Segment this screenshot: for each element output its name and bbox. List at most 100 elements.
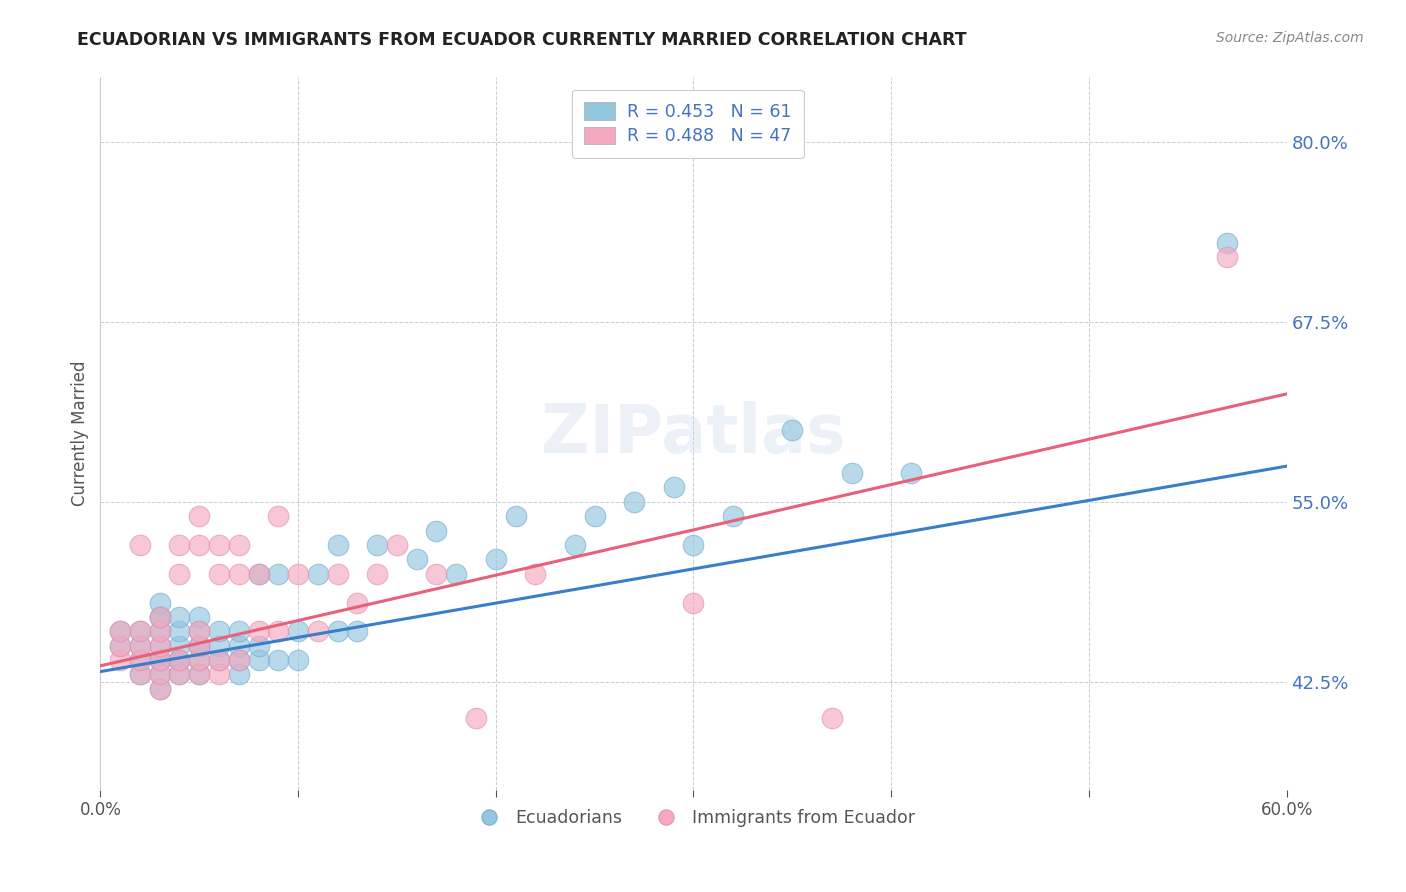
Point — [128, 653, 150, 667]
Point — [169, 667, 191, 681]
Point — [228, 667, 250, 681]
Point — [149, 653, 172, 667]
Point — [247, 639, 270, 653]
Point — [128, 538, 150, 552]
Point — [662, 480, 685, 494]
Point — [564, 538, 586, 552]
Point — [169, 566, 191, 581]
Point — [228, 566, 250, 581]
Point — [307, 566, 329, 581]
Point — [108, 639, 131, 653]
Point — [149, 653, 172, 667]
Point — [188, 509, 211, 524]
Y-axis label: Currently Married: Currently Married — [72, 360, 89, 507]
Point — [444, 566, 467, 581]
Point — [208, 667, 231, 681]
Point — [128, 639, 150, 653]
Point — [405, 552, 427, 566]
Point — [465, 711, 488, 725]
Point — [583, 509, 606, 524]
Point — [188, 653, 211, 667]
Point — [128, 667, 150, 681]
Point — [821, 711, 844, 725]
Point — [149, 681, 172, 696]
Point — [188, 653, 211, 667]
Point — [425, 524, 447, 538]
Point — [524, 566, 547, 581]
Point — [505, 509, 527, 524]
Point — [1216, 250, 1239, 264]
Point — [247, 653, 270, 667]
Point — [188, 639, 211, 653]
Point — [346, 624, 368, 639]
Point — [149, 667, 172, 681]
Point — [247, 566, 270, 581]
Point — [169, 653, 191, 667]
Point — [169, 667, 191, 681]
Point — [149, 681, 172, 696]
Point — [287, 653, 309, 667]
Point — [169, 653, 191, 667]
Point — [682, 538, 704, 552]
Point — [228, 653, 250, 667]
Point — [208, 566, 231, 581]
Point — [188, 624, 211, 639]
Point — [108, 624, 131, 639]
Point — [149, 639, 172, 653]
Point — [149, 667, 172, 681]
Point — [366, 566, 388, 581]
Point — [169, 639, 191, 653]
Point — [128, 653, 150, 667]
Point — [149, 610, 172, 624]
Point — [188, 667, 211, 681]
Point — [149, 624, 172, 639]
Point — [149, 653, 172, 667]
Point — [326, 538, 349, 552]
Point — [208, 538, 231, 552]
Point — [267, 566, 290, 581]
Point — [900, 466, 922, 480]
Point — [326, 624, 349, 639]
Point — [228, 624, 250, 639]
Text: Source: ZipAtlas.com: Source: ZipAtlas.com — [1216, 31, 1364, 45]
Point — [1216, 235, 1239, 250]
Point — [108, 624, 131, 639]
Text: ECUADORIAN VS IMMIGRANTS FROM ECUADOR CURRENTLY MARRIED CORRELATION CHART: ECUADORIAN VS IMMIGRANTS FROM ECUADOR CU… — [77, 31, 967, 49]
Point — [721, 509, 744, 524]
Point — [841, 466, 863, 480]
Point — [267, 509, 290, 524]
Point — [188, 624, 211, 639]
Point — [228, 639, 250, 653]
Point — [366, 538, 388, 552]
Point — [425, 566, 447, 581]
Legend: Ecuadorians, Immigrants from Ecuador: Ecuadorians, Immigrants from Ecuador — [465, 803, 922, 834]
Point — [149, 624, 172, 639]
Point — [188, 639, 211, 653]
Point — [228, 653, 250, 667]
Point — [149, 610, 172, 624]
Point — [128, 639, 150, 653]
Point — [208, 624, 231, 639]
Point — [169, 538, 191, 552]
Point — [228, 538, 250, 552]
Point — [385, 538, 408, 552]
Point — [623, 495, 645, 509]
Point — [108, 653, 131, 667]
Point — [188, 667, 211, 681]
Point — [267, 653, 290, 667]
Point — [247, 624, 270, 639]
Point — [169, 610, 191, 624]
Point — [169, 653, 191, 667]
Point — [287, 624, 309, 639]
Point — [188, 639, 211, 653]
Point — [346, 595, 368, 609]
Point — [188, 538, 211, 552]
Text: ZIPatlas: ZIPatlas — [541, 401, 846, 467]
Point — [149, 595, 172, 609]
Point — [128, 667, 150, 681]
Point — [208, 639, 231, 653]
Point — [682, 595, 704, 609]
Point — [128, 624, 150, 639]
Point — [169, 624, 191, 639]
Point — [307, 624, 329, 639]
